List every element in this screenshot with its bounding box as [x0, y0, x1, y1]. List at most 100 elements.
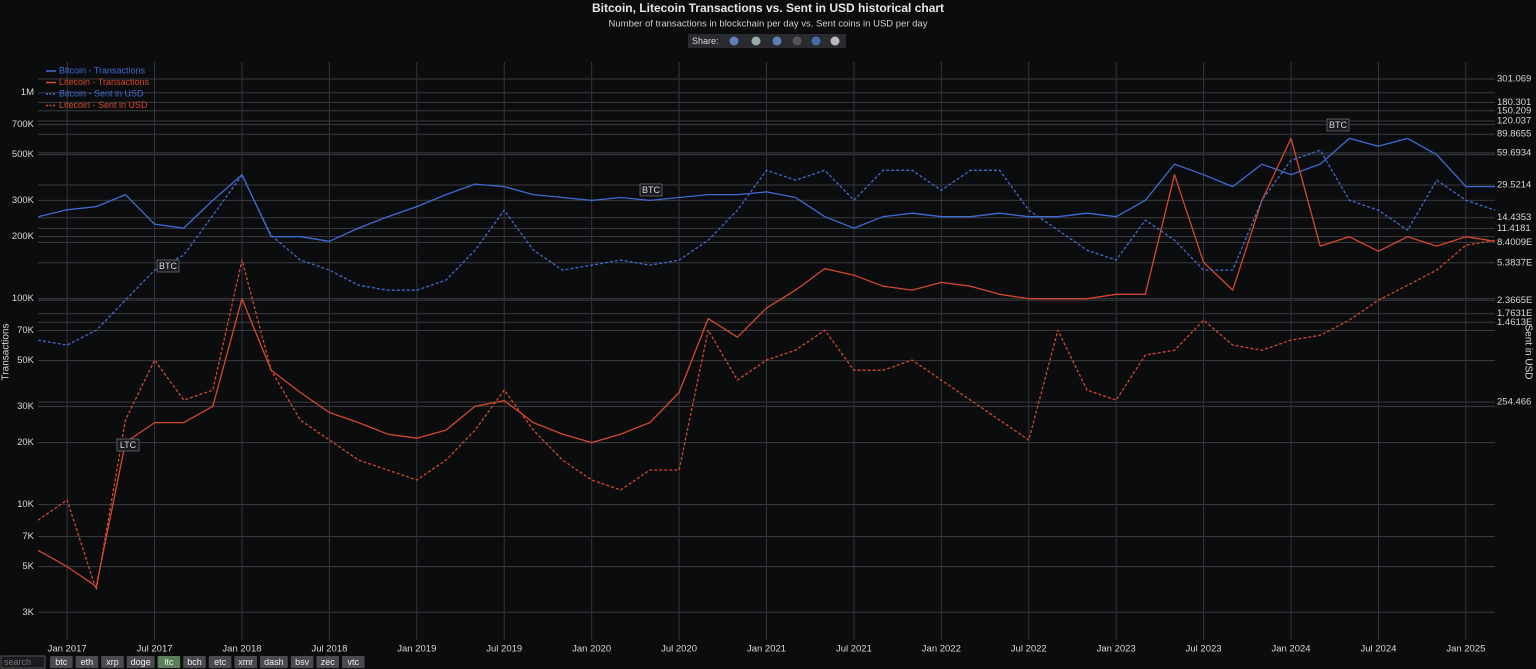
x-tick-label: Jul 2023 — [1186, 644, 1222, 655]
plot — [37, 137, 1496, 591]
coin-tab-label[interactable]: btc — [55, 657, 68, 667]
y2-tick-label: 5.3837E — [1497, 257, 1532, 268]
coin-tab-label[interactable]: zec — [321, 657, 336, 667]
coin-tab[interactable] — [126, 656, 155, 668]
coin-tab[interactable] — [208, 656, 232, 668]
share-label: Share: — [692, 36, 719, 46]
x-tick-label: Jan 2021 — [747, 644, 786, 655]
coin-tab-label[interactable]: vtc — [348, 657, 360, 667]
coin-tab-label[interactable]: xmr — [238, 657, 253, 667]
coin-tab[interactable] — [101, 656, 124, 668]
coin-tab-label[interactable]: dash — [264, 657, 284, 667]
x-tick-label: Jan 2022 — [922, 644, 961, 655]
share-icon[interactable] — [811, 36, 821, 46]
y-tick-label: 300K — [12, 195, 35, 206]
x-tick-label: Jul 2020 — [661, 644, 697, 655]
x-tick-label: Jul 2021 — [836, 644, 872, 655]
y2-tick-label: 89.8655 — [1497, 129, 1531, 140]
y2-tick-label: 8.4009E — [1497, 237, 1532, 248]
y2-tick-label: 1.7631E — [1497, 308, 1532, 319]
coin-tab-label[interactable]: xrp — [106, 657, 119, 667]
x-tick-label: Jul 2018 — [311, 644, 347, 655]
y2-tick-label: 11.4181 — [1497, 223, 1531, 234]
y2-tick-label: 2.3665E — [1497, 295, 1532, 306]
series-line — [37, 149, 1496, 346]
series-line — [37, 239, 1496, 591]
share-icons[interactable] — [729, 36, 840, 46]
x-tick-label: Jul 2019 — [486, 644, 522, 655]
annotation: BTC — [159, 261, 178, 271]
coin-tab-label[interactable]: etc — [214, 657, 227, 667]
overlay: 3K 5K 7K 10K 20K 30K 50K 70K 100K 200K 300K 500K 700… — [0, 65, 1532, 669]
coin-tab[interactable] — [316, 656, 339, 668]
y2-tick-label: 29.5214 — [1497, 180, 1531, 191]
x-tick-label: Jan 2019 — [397, 644, 436, 655]
y2-axis-label: Sent in USD — [1522, 324, 1533, 379]
share-icon[interactable] — [792, 36, 802, 46]
annotation-box — [156, 259, 180, 273]
y-axis-label: Transactions — [1, 324, 12, 381]
coin-tab-label[interactable]: bsv — [295, 657, 310, 667]
y2-tick-label: 120.037 — [1497, 116, 1531, 127]
y-tick-label: 7K — [22, 531, 34, 542]
coin-tab[interactable] — [75, 656, 99, 668]
share-icon[interactable] — [729, 36, 739, 46]
coin-tab[interactable] — [157, 656, 181, 668]
x-tick-label: Jul 2022 — [1011, 644, 1047, 655]
annotation-box — [639, 183, 663, 197]
y-tick-label: 3K — [22, 607, 34, 618]
y2-tick-label: 254.466 — [1497, 397, 1531, 408]
y-tick-label: 70K — [17, 325, 35, 336]
share-icon[interactable] — [830, 36, 840, 46]
legend-label: Bitcoin - Transactions — [59, 65, 146, 75]
x-tick-label: Jul 2017 — [137, 644, 173, 655]
y-tick-label: 20K — [17, 437, 35, 448]
share-icon[interactable] — [772, 36, 782, 46]
y-tick-label: 700K — [12, 119, 35, 130]
annotation: BTC — [1329, 120, 1348, 130]
x-tick-label: Jan 2023 — [1097, 644, 1136, 655]
y-tick-label: 5K — [22, 561, 34, 572]
legend-label: Bitcoin - Sent in USD — [59, 88, 144, 98]
search-placeholder[interactable]: search — [4, 657, 31, 667]
y-tick-label: 50K — [17, 355, 35, 366]
annotation: LTC — [120, 440, 137, 450]
chart-subtitle: Number of transactions in blockchain per… — [609, 19, 928, 30]
coin-tab-label[interactable]: eth — [81, 657, 94, 667]
x-tick-label: Jan 2017 — [48, 644, 87, 655]
x-tick-label: Jan 2024 — [1271, 644, 1310, 655]
chart-title: Bitcoin, Litecoin Transactions vs. Sent … — [592, 1, 944, 15]
coin-tab[interactable] — [342, 656, 365, 668]
coin-tab[interactable] — [260, 656, 288, 668]
share-icon[interactable] — [751, 36, 761, 46]
annotation-box — [1326, 118, 1350, 132]
y2-tick-label: 14.4353 — [1497, 212, 1531, 223]
annotation: BTC — [642, 185, 661, 195]
coin-tab-label[interactable]: bch — [187, 657, 202, 667]
y-tick-label: 1M — [21, 87, 34, 98]
y2-tick-label: 1.4613E — [1497, 317, 1532, 328]
y-tick-label: 30K — [17, 401, 35, 412]
grid — [38, 62, 1495, 640]
coin-tab[interactable] — [50, 656, 73, 668]
y2-tick-label: 301.069 — [1497, 74, 1531, 85]
legend-label: Litecoin - Sent in USD — [59, 100, 148, 110]
coin-tab-label[interactable]: ltc — [164, 657, 174, 667]
legend-label: Litecoin - Transactions — [59, 77, 150, 87]
share-bar — [688, 34, 846, 48]
y2-tick-label: 150.209 — [1497, 105, 1531, 116]
annotation-box — [116, 438, 140, 452]
search-box[interactable] — [0, 655, 46, 669]
x-tick-label: Jan 2018 — [222, 644, 261, 655]
x-tick-label: Jan 2025 — [1446, 644, 1485, 655]
y-tick-label: 500K — [12, 149, 35, 160]
series-line — [37, 137, 1496, 588]
coin-tab[interactable] — [234, 656, 257, 668]
coin-tab-label[interactable]: doge — [131, 657, 151, 667]
y-tick-label: 200K — [12, 231, 35, 242]
coin-tab[interactable] — [290, 656, 314, 668]
x-tick-label: Jul 2024 — [1360, 644, 1396, 655]
coin-tab[interactable] — [183, 656, 206, 668]
x-tick-label: Jan 2020 — [572, 644, 611, 655]
